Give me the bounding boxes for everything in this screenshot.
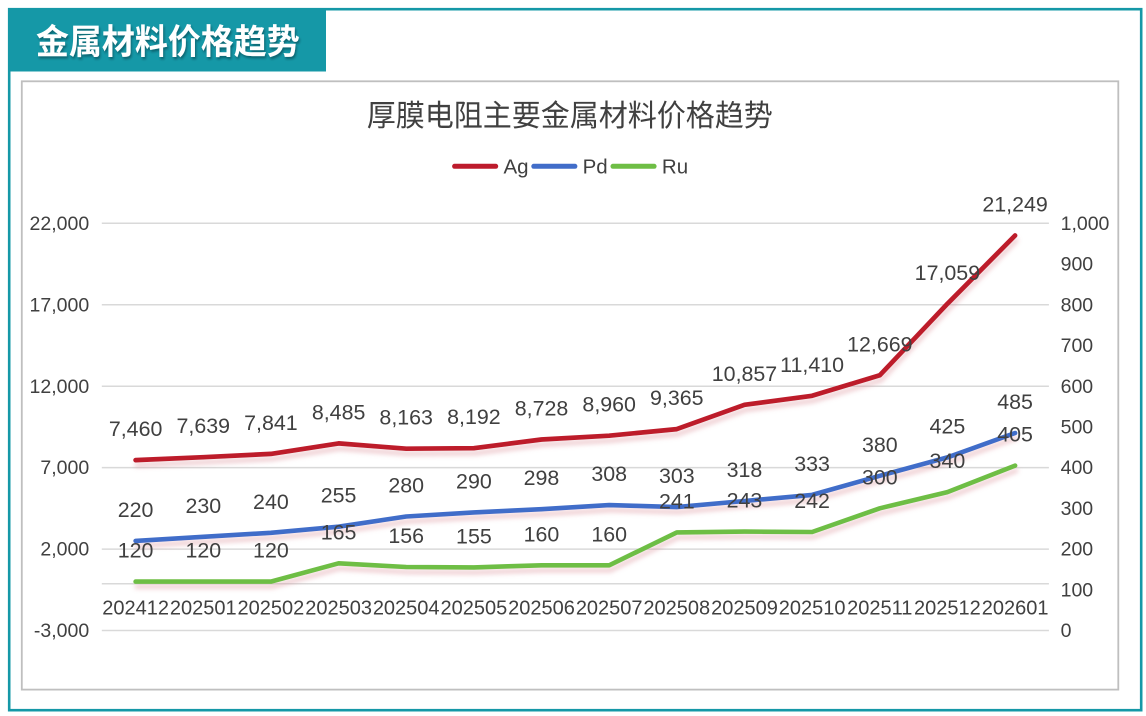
- svg-text:202502: 202502: [238, 598, 305, 620]
- svg-text:2,000: 2,000: [40, 539, 89, 561]
- svg-text:-3,000: -3,000: [34, 620, 89, 642]
- svg-text:202501: 202501: [170, 598, 237, 620]
- svg-text:120: 120: [118, 539, 154, 563]
- svg-text:160: 160: [524, 522, 560, 546]
- svg-text:17,059: 17,059: [915, 261, 980, 285]
- svg-text:340: 340: [930, 449, 966, 473]
- svg-text:Pd: Pd: [583, 156, 608, 179]
- svg-text:Ru: Ru: [662, 156, 688, 179]
- svg-text:308: 308: [591, 462, 627, 486]
- svg-text:12,000: 12,000: [30, 376, 90, 398]
- svg-text:0: 0: [1061, 620, 1072, 642]
- svg-text:405: 405: [997, 423, 1033, 447]
- svg-text:10,857: 10,857: [712, 362, 777, 386]
- svg-text:242: 242: [794, 489, 830, 513]
- svg-text:318: 318: [727, 458, 763, 482]
- svg-text:9,365: 9,365: [650, 386, 704, 410]
- svg-text:8,728: 8,728: [515, 397, 569, 421]
- svg-text:202505: 202505: [441, 598, 508, 620]
- svg-text:7,460: 7,460: [109, 417, 163, 441]
- svg-text:7,841: 7,841: [244, 411, 298, 435]
- svg-text:700: 700: [1061, 335, 1094, 357]
- svg-text:8,163: 8,163: [379, 406, 433, 430]
- svg-text:600: 600: [1061, 376, 1094, 398]
- svg-text:300: 300: [862, 465, 898, 489]
- svg-text:165: 165: [321, 520, 357, 544]
- svg-text:280: 280: [388, 474, 424, 498]
- svg-text:120: 120: [185, 539, 221, 563]
- svg-text:303: 303: [659, 464, 695, 488]
- svg-text:900: 900: [1061, 254, 1094, 276]
- svg-text:202506: 202506: [508, 598, 575, 620]
- svg-text:100: 100: [1061, 579, 1094, 601]
- svg-text:12,669: 12,669: [847, 332, 912, 356]
- svg-text:Ag: Ag: [504, 156, 529, 179]
- svg-text:400: 400: [1061, 457, 1094, 479]
- svg-text:156: 156: [388, 524, 424, 548]
- svg-text:202601: 202601: [982, 598, 1049, 620]
- svg-text:8,960: 8,960: [582, 393, 636, 417]
- svg-text:202507: 202507: [576, 598, 643, 620]
- svg-text:120: 120: [253, 539, 289, 563]
- svg-text:425: 425: [930, 414, 966, 438]
- svg-text:11,410: 11,410: [780, 353, 844, 377]
- svg-text:7,000: 7,000: [40, 457, 89, 479]
- svg-text:1,000: 1,000: [1061, 213, 1110, 235]
- svg-text:333: 333: [794, 452, 830, 476]
- svg-text:202508: 202508: [643, 598, 710, 620]
- svg-text:230: 230: [185, 494, 221, 518]
- svg-text:7,639: 7,639: [177, 414, 231, 438]
- svg-text:380: 380: [862, 433, 898, 457]
- svg-text:8,485: 8,485: [312, 400, 366, 424]
- svg-text:500: 500: [1061, 417, 1094, 439]
- svg-text:22,000: 22,000: [30, 213, 90, 235]
- svg-text:202503: 202503: [305, 598, 372, 620]
- svg-text:255: 255: [321, 484, 357, 508]
- svg-text:202510: 202510: [779, 598, 846, 620]
- svg-text:200: 200: [1061, 539, 1094, 561]
- svg-text:220: 220: [118, 498, 154, 522]
- svg-text:202511: 202511: [847, 598, 912, 620]
- svg-text:243: 243: [727, 489, 763, 513]
- svg-text:202504: 202504: [373, 598, 440, 620]
- svg-text:155: 155: [456, 524, 492, 548]
- svg-text:485: 485: [997, 390, 1033, 414]
- svg-text:202509: 202509: [711, 598, 778, 620]
- svg-text:17,000: 17,000: [30, 294, 90, 316]
- svg-text:202412: 202412: [102, 598, 169, 620]
- svg-text:21,249: 21,249: [982, 193, 1047, 217]
- svg-text:202512: 202512: [914, 598, 981, 620]
- svg-text:241: 241: [659, 489, 695, 513]
- svg-text:298: 298: [524, 466, 560, 490]
- svg-text:290: 290: [456, 469, 492, 493]
- svg-text:160: 160: [591, 522, 627, 546]
- svg-text:8,192: 8,192: [447, 405, 501, 429]
- svg-text:300: 300: [1061, 498, 1094, 520]
- svg-text:800: 800: [1061, 294, 1094, 316]
- svg-text:240: 240: [253, 490, 289, 514]
